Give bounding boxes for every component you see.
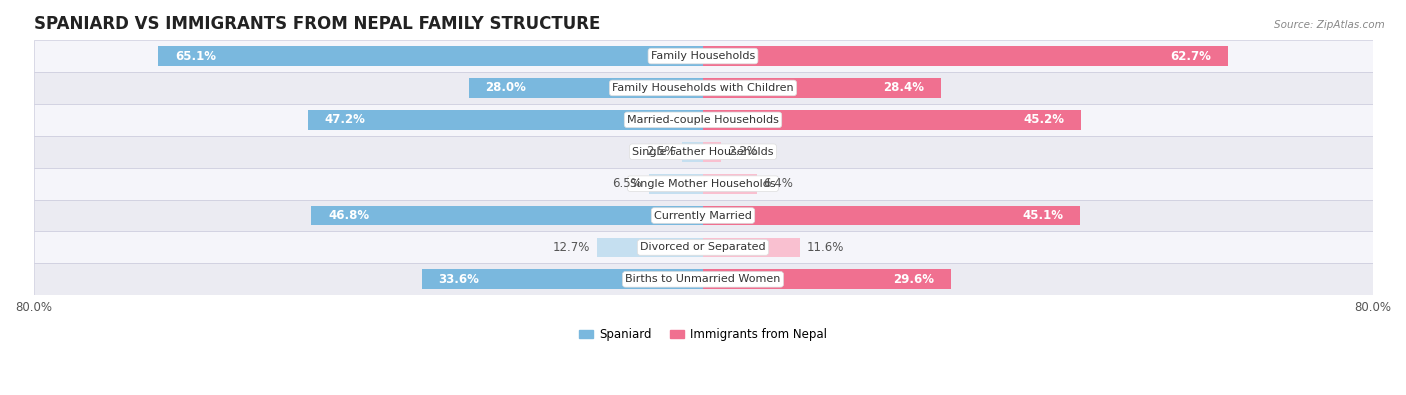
Text: 6.4%: 6.4% [763, 177, 793, 190]
FancyBboxPatch shape [34, 168, 1372, 199]
Bar [159, 46, 703, 66]
Text: 33.6%: 33.6% [439, 273, 479, 286]
Text: 12.7%: 12.7% [553, 241, 591, 254]
Text: Source: ZipAtlas.com: Source: ZipAtlas.com [1274, 20, 1385, 30]
Bar [703, 269, 950, 289]
Bar [468, 78, 703, 98]
Bar [703, 142, 721, 162]
Text: 65.1%: 65.1% [174, 49, 217, 62]
FancyBboxPatch shape [34, 104, 1372, 136]
Bar [311, 206, 703, 226]
Text: Married-couple Households: Married-couple Households [627, 115, 779, 125]
Text: Divorced or Separated: Divorced or Separated [640, 243, 766, 252]
FancyBboxPatch shape [34, 40, 1372, 72]
Text: 29.6%: 29.6% [893, 273, 934, 286]
FancyBboxPatch shape [34, 199, 1372, 231]
Text: Currently Married: Currently Married [654, 211, 752, 220]
Text: Births to Unmarried Women: Births to Unmarried Women [626, 275, 780, 284]
Bar [596, 237, 703, 257]
Text: 6.5%: 6.5% [612, 177, 643, 190]
FancyBboxPatch shape [34, 231, 1372, 263]
Text: Family Households with Children: Family Households with Children [612, 83, 794, 93]
Bar [648, 174, 703, 194]
Bar [422, 269, 703, 289]
Text: 47.2%: 47.2% [325, 113, 366, 126]
Bar [703, 206, 1080, 226]
Text: 46.8%: 46.8% [328, 209, 370, 222]
Text: 11.6%: 11.6% [807, 241, 844, 254]
Bar [308, 110, 703, 130]
FancyBboxPatch shape [34, 136, 1372, 168]
Text: 45.2%: 45.2% [1024, 113, 1064, 126]
Bar [703, 174, 756, 194]
FancyBboxPatch shape [34, 263, 1372, 295]
Text: SPANIARD VS IMMIGRANTS FROM NEPAL FAMILY STRUCTURE: SPANIARD VS IMMIGRANTS FROM NEPAL FAMILY… [34, 15, 600, 33]
Text: Single Mother Households: Single Mother Households [630, 179, 776, 189]
Text: 2.5%: 2.5% [645, 145, 675, 158]
Text: 62.7%: 62.7% [1170, 49, 1211, 62]
Bar [682, 142, 703, 162]
Text: 2.2%: 2.2% [728, 145, 758, 158]
Bar [703, 46, 1227, 66]
FancyBboxPatch shape [34, 72, 1372, 104]
Text: Single Father Households: Single Father Households [633, 147, 773, 157]
Text: Family Households: Family Households [651, 51, 755, 61]
Legend: Spaniard, Immigrants from Nepal: Spaniard, Immigrants from Nepal [575, 323, 831, 346]
Bar [703, 78, 941, 98]
Text: 28.0%: 28.0% [485, 81, 526, 94]
Bar [703, 237, 800, 257]
Bar [703, 110, 1081, 130]
Text: 45.1%: 45.1% [1022, 209, 1064, 222]
Text: 28.4%: 28.4% [883, 81, 924, 94]
